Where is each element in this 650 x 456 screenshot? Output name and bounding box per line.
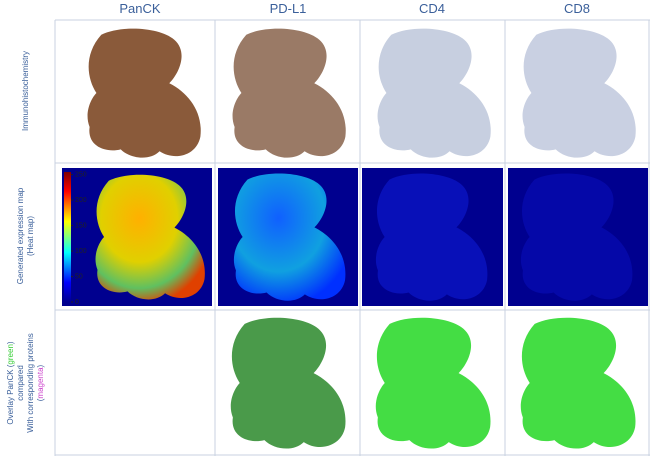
row-label: With corresponding proteins bbox=[26, 333, 35, 433]
tissue-image bbox=[377, 28, 491, 158]
row-label: Immunohistochemistry bbox=[21, 51, 30, 131]
colorbar-tick-label: 100 bbox=[75, 248, 87, 255]
colorbar-tick-label: 0 bbox=[75, 299, 79, 306]
overlay-image bbox=[520, 317, 636, 449]
colorbar-tick-label: 150 bbox=[75, 222, 87, 229]
row-label-part: (Heat map) bbox=[26, 216, 35, 256]
row-label: compared bbox=[16, 365, 25, 401]
overlay-image bbox=[230, 317, 346, 449]
grid bbox=[54, 19, 650, 456]
column-header: CD8 bbox=[564, 1, 590, 16]
tissue-image bbox=[87, 28, 201, 158]
row-label-part: compared bbox=[16, 365, 25, 401]
row-label: Overlay PanCK (green) bbox=[6, 341, 15, 425]
colorbar bbox=[64, 172, 71, 302]
column-header: PanCK bbox=[119, 1, 161, 16]
tissue-image bbox=[522, 28, 636, 158]
row-label: (Heat map) bbox=[26, 216, 35, 256]
column-header: CD4 bbox=[419, 1, 445, 16]
column-header: PD-L1 bbox=[270, 1, 307, 16]
row-label-part: green bbox=[6, 344, 15, 364]
row-labels: Immunohistochemistry Generated expression… bbox=[6, 51, 45, 433]
row-label-part: ) bbox=[36, 364, 45, 367]
row-label-part: With corresponding proteins bbox=[26, 333, 35, 433]
row-label-part: Overlay PanCK ( bbox=[6, 364, 15, 424]
row-label-part: ( bbox=[36, 398, 45, 401]
row-label-part: ) bbox=[6, 341, 15, 344]
ihc-row bbox=[87, 28, 636, 158]
heatmap-row bbox=[62, 168, 648, 306]
row-label: (magenta) bbox=[36, 364, 45, 401]
row-label-part: Generated expression map bbox=[16, 187, 25, 284]
row-label-part: magenta bbox=[36, 367, 45, 399]
overlay-row bbox=[230, 317, 636, 449]
overlay-image bbox=[375, 317, 491, 449]
colorbar-tick-label: 250 bbox=[75, 171, 87, 178]
row-label-part: Immunohistochemistry bbox=[21, 51, 30, 131]
tissue-image bbox=[232, 28, 346, 158]
colorbar-tick-label: 50 bbox=[75, 273, 83, 280]
colorbar-tick-label: 200 bbox=[75, 197, 87, 204]
row-label: Generated expression map bbox=[16, 187, 25, 284]
